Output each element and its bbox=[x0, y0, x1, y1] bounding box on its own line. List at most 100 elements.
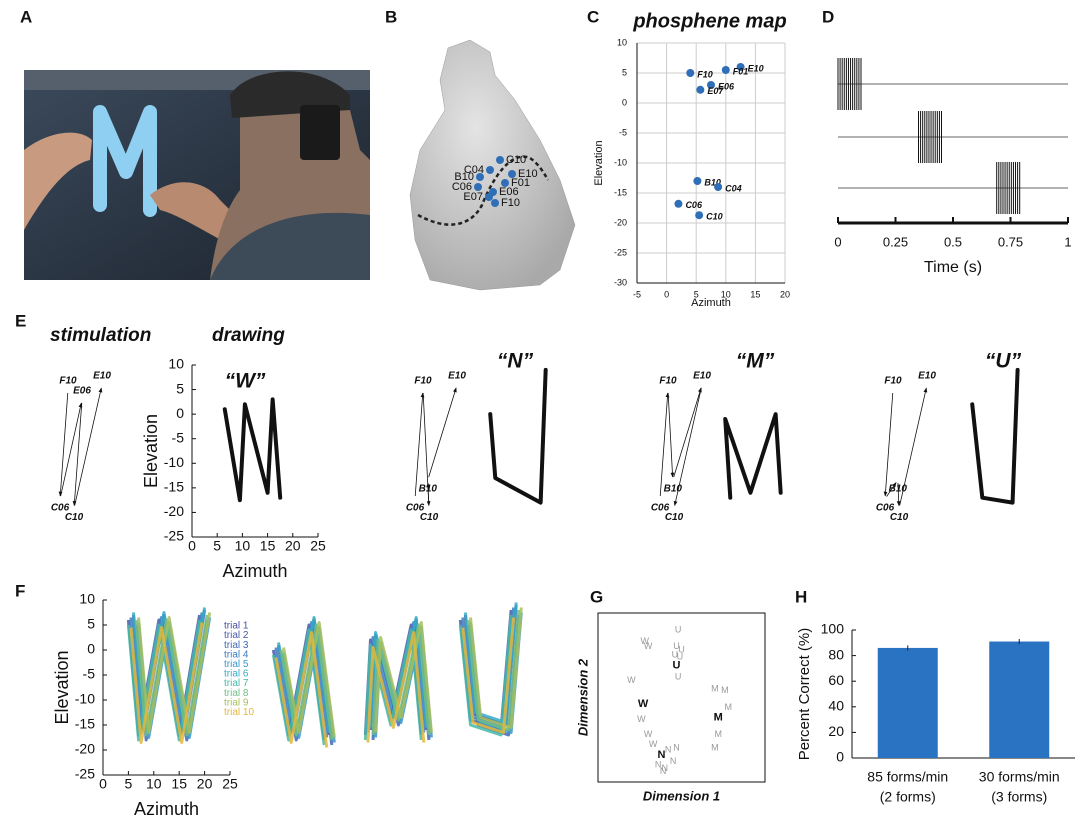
x-tick-label: 30 forms/min bbox=[979, 769, 1060, 785]
point bbox=[695, 211, 704, 220]
section-label: drawing bbox=[212, 325, 285, 346]
stim-label: E10 bbox=[93, 371, 111, 382]
point-marker: W bbox=[641, 636, 650, 646]
x-tick-label: 0.25 bbox=[883, 234, 908, 249]
electrode bbox=[474, 183, 482, 191]
trial-trace bbox=[466, 609, 521, 732]
photo bbox=[24, 70, 370, 280]
chart-title: phosphene map bbox=[632, 10, 786, 32]
y-axis-label: Elevation bbox=[52, 650, 72, 724]
centroid-marker: W bbox=[638, 698, 649, 710]
panel-label: A bbox=[20, 7, 32, 26]
stim-arrow bbox=[60, 402, 83, 497]
point-marker: W bbox=[637, 714, 646, 724]
stim-label: C06 bbox=[51, 503, 70, 514]
point-marker: U bbox=[675, 672, 682, 682]
y-axis-label: Percent Correct (%) bbox=[796, 628, 813, 761]
electrode bbox=[501, 179, 509, 187]
stim-label: E10 bbox=[918, 371, 936, 382]
electrode-label: E10 bbox=[518, 168, 538, 180]
y-tick-label: -25 bbox=[614, 247, 627, 257]
stim-label: C10 bbox=[420, 512, 439, 523]
stim-arrow bbox=[667, 392, 675, 478]
panel-label: G bbox=[590, 587, 603, 606]
point-marker: N bbox=[662, 763, 669, 773]
legend-entry: trial 1 bbox=[224, 621, 249, 632]
point-label: E10 bbox=[748, 63, 764, 73]
x-tick-label: 15 bbox=[171, 776, 187, 792]
trial-trace bbox=[129, 622, 204, 744]
electrode-label: E07 bbox=[463, 191, 483, 203]
shape-label: “N” bbox=[497, 350, 534, 373]
y-tick-label: -15 bbox=[614, 187, 627, 197]
trial-trace bbox=[468, 607, 523, 729]
y-axis-label: Dimension 2 bbox=[575, 658, 590, 736]
x-tick-label: 20 bbox=[197, 776, 213, 792]
x-tick-sublabel: (2 forms) bbox=[880, 789, 936, 805]
legend-entry: trial 8 bbox=[224, 688, 249, 699]
x-axis-label: Azimuth bbox=[222, 561, 287, 581]
panel-label: B bbox=[385, 7, 397, 26]
trial-trace bbox=[134, 614, 209, 737]
point-label: C10 bbox=[706, 212, 723, 222]
x-tick-label: 0 bbox=[664, 289, 669, 299]
x-tick-label: 10 bbox=[235, 538, 251, 554]
legend-entry: trial 6 bbox=[224, 669, 249, 680]
x-tick-label: 0 bbox=[99, 776, 107, 792]
y-tick-label: 0 bbox=[836, 749, 844, 765]
point-marker: N bbox=[655, 759, 662, 769]
x-tick-label: 5 bbox=[125, 776, 133, 792]
stim-label: C10 bbox=[665, 512, 684, 523]
brain-surface bbox=[409, 39, 576, 291]
x-axis-label: Time (s) bbox=[924, 259, 982, 276]
y-axis-label: Elevation bbox=[141, 414, 161, 488]
y-tick-label: -20 bbox=[614, 217, 627, 227]
trial-trace bbox=[271, 628, 326, 746]
point-marker: N bbox=[673, 743, 680, 753]
y-tick-label: 0 bbox=[176, 405, 184, 421]
stim-arrow bbox=[72, 402, 83, 506]
point-marker: U bbox=[672, 650, 679, 660]
trial-trace bbox=[282, 621, 336, 738]
y-tick-label: 100 bbox=[821, 621, 845, 637]
point-label: F01 bbox=[733, 66, 749, 76]
y-tick-label: 5 bbox=[87, 616, 95, 632]
legend-entry: trial 7 bbox=[224, 678, 249, 689]
trial-trace bbox=[126, 619, 201, 742]
drawn-trace bbox=[488, 367, 548, 505]
point bbox=[686, 69, 695, 77]
stim-arrow bbox=[74, 387, 103, 506]
stim-label: C06 bbox=[406, 503, 425, 514]
x-axis-label: Azimuth bbox=[134, 799, 199, 819]
y-tick-label: 0 bbox=[87, 641, 95, 657]
point-marker: W bbox=[627, 675, 636, 685]
y-tick-label: 5 bbox=[176, 380, 184, 396]
x-tick-label: 10 bbox=[146, 776, 162, 792]
bar bbox=[989, 641, 1050, 758]
electrode-label: C10 bbox=[506, 154, 526, 166]
stim-label: E06 bbox=[73, 386, 91, 397]
x-tick-label: 25 bbox=[310, 538, 326, 554]
x-tick-label: 0 bbox=[834, 234, 841, 249]
y-tick-label: -25 bbox=[164, 528, 184, 544]
centroid-marker: U bbox=[673, 659, 681, 671]
point-marker: M bbox=[721, 685, 729, 695]
legend-entry: trial 4 bbox=[224, 649, 249, 660]
section-label: stimulation bbox=[50, 325, 151, 346]
x-tick-label: 0.5 bbox=[944, 234, 962, 249]
y-tick-label: -15 bbox=[75, 716, 95, 732]
y-tick-label: -10 bbox=[75, 691, 95, 707]
y-tick-label: -20 bbox=[75, 741, 95, 757]
drawn-trace bbox=[723, 412, 783, 500]
trial-trace bbox=[279, 623, 334, 741]
electrode-label: C04 bbox=[464, 164, 484, 176]
y-tick-label: -20 bbox=[164, 503, 184, 519]
stim-arrow bbox=[886, 482, 897, 497]
stim-arrow bbox=[414, 392, 425, 497]
electrode-label: E06 bbox=[499, 186, 519, 198]
panel-label: D bbox=[822, 7, 834, 26]
point-marker: N bbox=[660, 766, 667, 776]
electrode bbox=[496, 156, 504, 164]
x-tick-label: 20 bbox=[285, 538, 301, 554]
stim-arrow bbox=[899, 387, 928, 506]
